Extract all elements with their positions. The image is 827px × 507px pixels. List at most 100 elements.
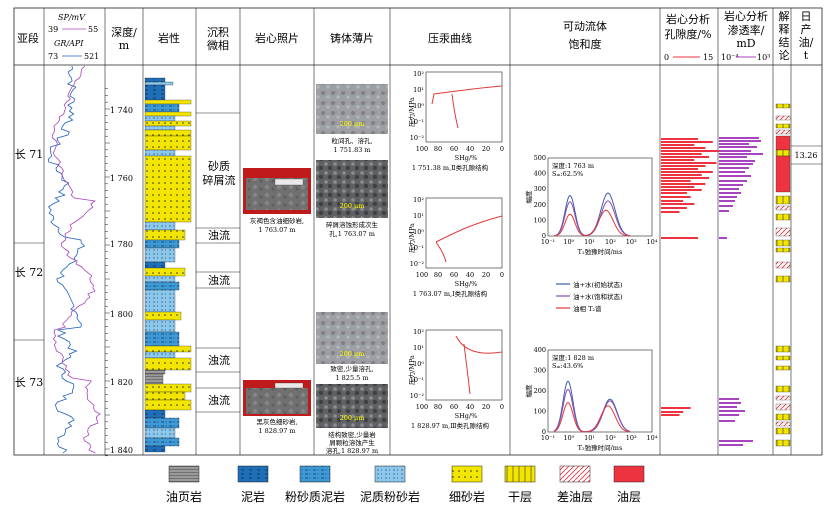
facies-column: 砂质 碎屑流 浊流 浊流 浊流 浊流: [196, 112, 240, 413]
nmr-x-tick: 10¹: [584, 238, 595, 246]
nmr-y-tick: 300: [534, 367, 546, 375]
daily-oil-value: 13.26: [795, 151, 818, 160]
mercury-y-tick: 10⁻²: [410, 392, 425, 400]
nmr-y-tick: 100: [534, 408, 546, 416]
nmr-x-tick: 10³: [626, 434, 637, 442]
lithology-bed: [144, 129, 192, 137]
legend-label: 泥质粉砂岩: [360, 489, 420, 504]
mercury-x-tick: 100: [416, 271, 428, 279]
interpretation-layer: [775, 155, 791, 193]
header-thin-section: 铸体薄片: [330, 31, 374, 45]
permeability-bar: [719, 205, 733, 207]
nmr-x-tick: 10⁰: [563, 434, 574, 442]
lithology-column: [144, 77, 192, 453]
header-perm-min: 10⁻⁴: [721, 53, 739, 62]
thin-section-3: [316, 312, 388, 364]
mercury-x-tick: 80: [434, 271, 442, 279]
porosity-bar: [661, 165, 706, 167]
porosity-bar: [661, 177, 710, 179]
scale-label: 200 μm: [340, 120, 365, 128]
legend-swatch: [451, 465, 483, 483]
thin-section-4: [316, 384, 388, 428]
permeability-bar: [719, 414, 739, 416]
mercury-y-tick: 10¹: [413, 212, 424, 220]
core-caption: 1 828.97 m: [258, 427, 295, 435]
interpretation-layer: [775, 395, 791, 401]
header-core-photo: 岩心照片: [255, 31, 299, 45]
core-caption: 1 763.07 m: [258, 226, 295, 234]
porosity-bar: [661, 162, 717, 164]
porosity-bar: [661, 159, 695, 161]
nmr-saturation-label: Sₘ:43.6%: [552, 362, 583, 370]
lithology-bed: [144, 417, 180, 429]
porosity-bar: [661, 180, 691, 182]
header-porosity-1: 岩心分析: [666, 12, 710, 26]
header-perm-1: 岩心分析: [724, 9, 768, 23]
mercury-x-tick: 60: [450, 145, 458, 153]
lithology-bed: [144, 357, 192, 371]
thin-caption: 1 825.5 m: [335, 374, 368, 382]
mercury-x-tick: 40: [466, 145, 474, 153]
nmr-x-tick: 10⁻¹: [541, 238, 556, 246]
porosity-bar: [661, 141, 713, 143]
permeability-bar: [719, 402, 741, 404]
interpretation-layer: [775, 123, 791, 129]
lithology-bed: [144, 267, 186, 277]
scale-label: 200 μm: [340, 414, 365, 422]
nmr-curve: [553, 388, 631, 433]
interpretation-layer: [775, 413, 791, 421]
legend-label: 粉砂质泥岩: [285, 489, 345, 504]
header-sp-min: 39: [48, 25, 58, 34]
header-perm-3: mD: [736, 37, 755, 50]
legend-swatch: [237, 465, 269, 483]
interpretation-layer: [775, 135, 791, 151]
facies-label: 砂质: [208, 160, 230, 173]
lithology-bed: [144, 319, 176, 333]
header-oil-4: t: [804, 49, 809, 62]
mercury-plot-frame: [425, 197, 503, 269]
thin-caption: 结构致密,少量岩: [328, 430, 376, 439]
header-sub-segment: 亚段: [17, 31, 39, 45]
lithology-bed: [144, 155, 192, 223]
porosity-bar: [661, 207, 687, 209]
lithology-bed: [144, 369, 166, 375]
mercury-curve: [455, 335, 503, 395]
lithology-bed: [144, 125, 176, 131]
porosity-bar: [661, 407, 691, 409]
mercury-y-tick: 10⁰: [413, 228, 424, 236]
legend-swatch: [559, 465, 591, 483]
permeability-bar: [719, 137, 759, 139]
nmr-y-tick: 100: [534, 216, 546, 224]
header-oil-3: 油/: [799, 35, 814, 49]
thin-caption: 致密,少量溶孔,: [330, 364, 373, 373]
lithology-bed: [144, 437, 180, 447]
permeability-bar: [719, 200, 735, 202]
facies-label: 浊流: [208, 273, 230, 287]
nmr-legend-label: 油+水(饱和状态): [573, 292, 623, 301]
nmr-legend-label: 油+水(初始状态): [573, 280, 623, 289]
mercury-column: 压力/MPa 10² 10¹ 10⁰ 10⁻¹ 10⁻² 100 80 60 40 20 0 SHg/%…: [407, 70, 504, 430]
depth-axis: 1 740 1 760 1 780 1 800 1 820 1 840: [105, 88, 133, 457]
header-porosity-min: 0: [664, 53, 669, 62]
interpretation-layer: [775, 103, 791, 109]
nmr-y-tick: 200: [534, 201, 546, 209]
thin-caption: 溶孔,1 828.97 m: [326, 446, 378, 455]
lithology-bed: [144, 275, 176, 283]
porosity-bar: [661, 150, 721, 152]
legend-swatch: [374, 465, 406, 483]
nmr-y-tick: 0: [542, 428, 546, 436]
permeability-bar: [719, 196, 737, 198]
nmr-saturation-label: Sₘ:62.5%: [552, 170, 583, 178]
nmr-curve: [553, 401, 631, 433]
porosity-bar: [661, 171, 713, 173]
porosity-bar: [661, 200, 684, 202]
permeability-bar: [719, 398, 739, 400]
permeability-bar: [719, 444, 743, 446]
facies-label: 浊流: [208, 353, 230, 367]
header-sp-max: 55: [88, 25, 98, 34]
lithology-bed: [144, 247, 176, 263]
mercury-plot-frame: [425, 71, 503, 143]
porosity-bar: [661, 168, 698, 170]
nmr-depth-label: 深度:1 763 m: [552, 161, 594, 170]
